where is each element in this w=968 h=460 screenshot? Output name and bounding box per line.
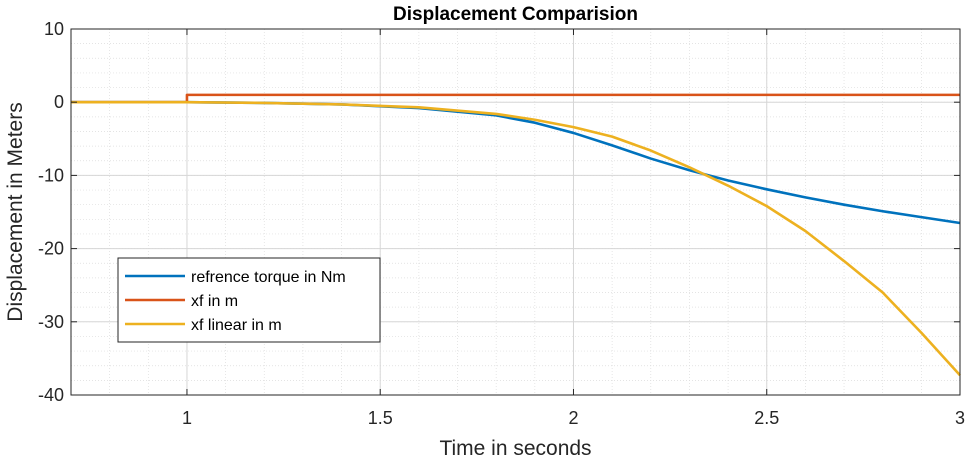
- y-tick-label: 0: [54, 92, 64, 112]
- y-tick-label: -20: [38, 239, 64, 259]
- chart-title: Displacement Comparision: [393, 4, 638, 25]
- y-axis: 10 0 -10 -20 -30 -40: [38, 19, 960, 405]
- y-tick-label: -10: [38, 165, 64, 185]
- legend-entry: xf in m: [191, 293, 238, 310]
- legend-entry: xf linear in m: [191, 317, 282, 334]
- y-tick-label: -40: [38, 385, 64, 405]
- x-axis-label: Time in seconds: [439, 437, 591, 460]
- legend: refrence torque in Nm xf in m xf linear in…: [117, 257, 381, 343]
- x-axis: 1 1.5 2 2.5 3: [182, 29, 965, 428]
- x-tick-label: 3: [955, 408, 965, 428]
- y-axis-label: Displacement in Meters: [4, 102, 27, 321]
- x-tick-label: 2: [568, 408, 578, 428]
- legend-entry: refrence torque in Nm: [191, 269, 346, 286]
- x-tick-label: 1.5: [368, 408, 393, 428]
- series-line-3: [71, 100, 961, 377]
- y-tick-label: 10: [44, 19, 64, 39]
- x-tick-label: 2.5: [754, 408, 779, 428]
- series-layer: [71, 93, 961, 377]
- plot-frame: [70, 28, 961, 396]
- y-tick-label: -30: [38, 312, 64, 332]
- x-tick-label: 1: [182, 408, 192, 428]
